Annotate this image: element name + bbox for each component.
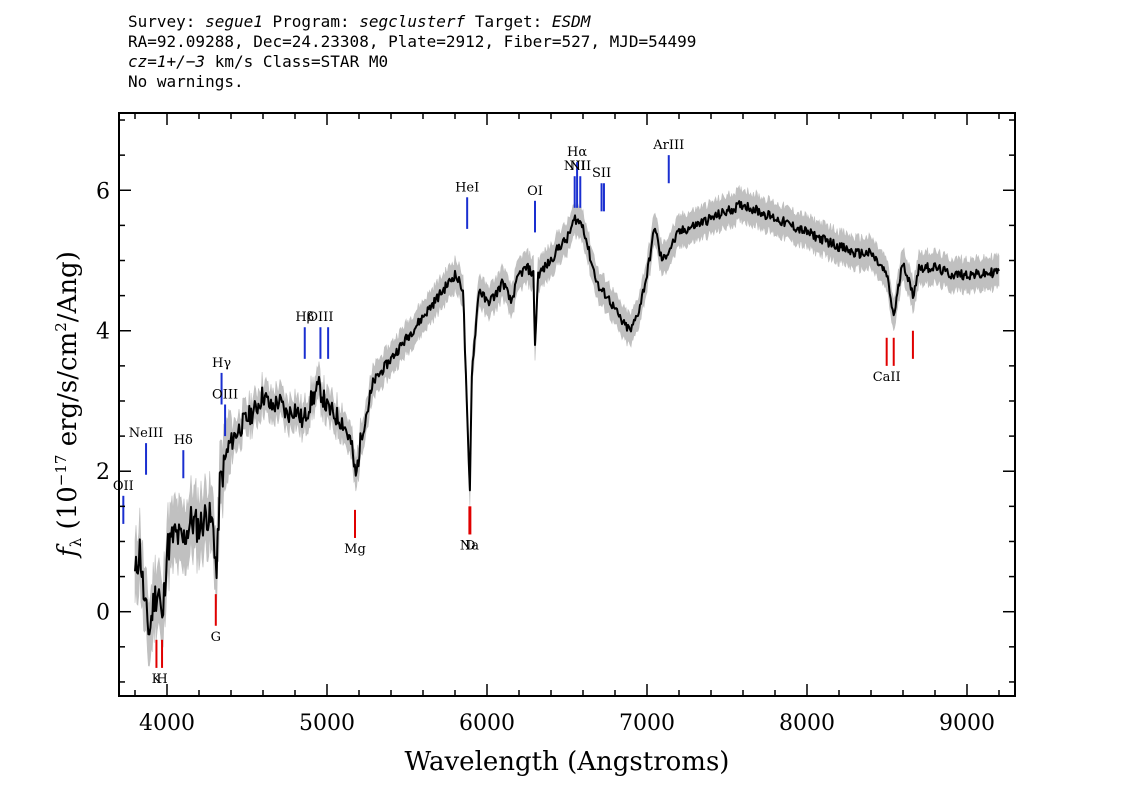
y-axis-title-units-a: (10 xyxy=(53,486,83,538)
x-tick-label: 4000 xyxy=(139,711,195,736)
absorption-line-label: K xyxy=(152,672,162,687)
y-axis-title-units-c: /Ang) xyxy=(53,251,83,322)
axis-ticks-layer: 4000 5000 6000 7000 8000 9000 0 2 4 6 xyxy=(96,113,1015,736)
absorption-line-label: D xyxy=(465,538,475,553)
y-axis-title-exponent: −17 xyxy=(52,455,70,487)
emission-line-label: NeIII xyxy=(129,426,163,441)
emission-line-label: ArIII xyxy=(652,138,684,153)
emission-line-label: Hγ xyxy=(212,356,231,371)
y-axis-title: fλ (10−17 erg/s/cm2/Ang) xyxy=(52,251,85,559)
x-tick-label: 5000 xyxy=(299,711,355,736)
y-axis-title-flux-subscript: λ xyxy=(67,537,85,547)
program-label: Program: xyxy=(272,12,350,31)
absorption-line-label: H xyxy=(156,672,167,687)
spectrum-line xyxy=(134,200,1000,636)
survey-label: Survey: xyxy=(128,12,196,31)
emission-line-label: NII xyxy=(569,159,591,174)
y-tick-label: 0 xyxy=(96,601,110,626)
absorption-line-label: CaII xyxy=(873,370,901,385)
x-tick-label: 6000 xyxy=(459,711,515,736)
emission-line-label: OIII xyxy=(212,388,238,403)
emission-line-label: Hδ xyxy=(174,433,193,448)
emission-line-label: SII xyxy=(592,166,611,181)
program-value: segclusterf xyxy=(359,12,466,31)
class-value: km/s Class=STAR M0 xyxy=(214,52,389,71)
header-line-class: cz=1+/−3 km/s Class=STAR M0 xyxy=(128,52,696,72)
error-band xyxy=(134,184,1000,667)
emission-line-label: Hβ xyxy=(295,310,314,325)
y-axis-title-units-b: erg/s/cm xyxy=(53,332,83,455)
target-value: ESDM xyxy=(551,12,591,31)
error-band-layer xyxy=(134,184,1000,667)
x-axis-title: Wavelength (Angstroms) xyxy=(405,747,730,777)
y-tick-label: 6 xyxy=(96,179,110,204)
redshift-value: cz=1+/−3 xyxy=(128,52,206,71)
emission-line-label: NII xyxy=(564,159,586,174)
emission-line-label: HeI xyxy=(455,180,479,195)
spectrum-header: Survey: segue1 Program: segclusterf Targ… xyxy=(128,12,696,92)
y-axis-title-square: 2 xyxy=(52,322,70,332)
x-tick-label: 7000 xyxy=(619,711,675,736)
emission-line-label: OI xyxy=(527,184,543,199)
emission-line-label: OII xyxy=(113,479,134,494)
plot-frame xyxy=(118,112,1016,697)
emission-line-label: Hα xyxy=(567,145,587,160)
y-tick-label: 4 xyxy=(96,320,110,345)
header-line-coordinates: RA=92.09288, Dec=24.23308, Plate=2912, F… xyxy=(128,32,697,51)
absorption-line-label: Na xyxy=(460,538,479,553)
x-tick-label: 9000 xyxy=(939,711,995,736)
header-line-survey: Survey: segue1 Program: segclusterf Targ… xyxy=(128,12,696,32)
x-tick-label: 8000 xyxy=(779,711,835,736)
target-label: Target: xyxy=(474,12,543,31)
header-line-warnings: No warnings. xyxy=(128,72,244,91)
absorption-line-label: G xyxy=(211,630,221,645)
absorption-line-label: Mg xyxy=(344,542,366,557)
spectrum-layer xyxy=(134,200,1000,636)
emission-line-label: OIII xyxy=(307,310,333,325)
y-tick-label: 2 xyxy=(96,460,110,485)
survey-value: segue1 xyxy=(205,12,263,31)
